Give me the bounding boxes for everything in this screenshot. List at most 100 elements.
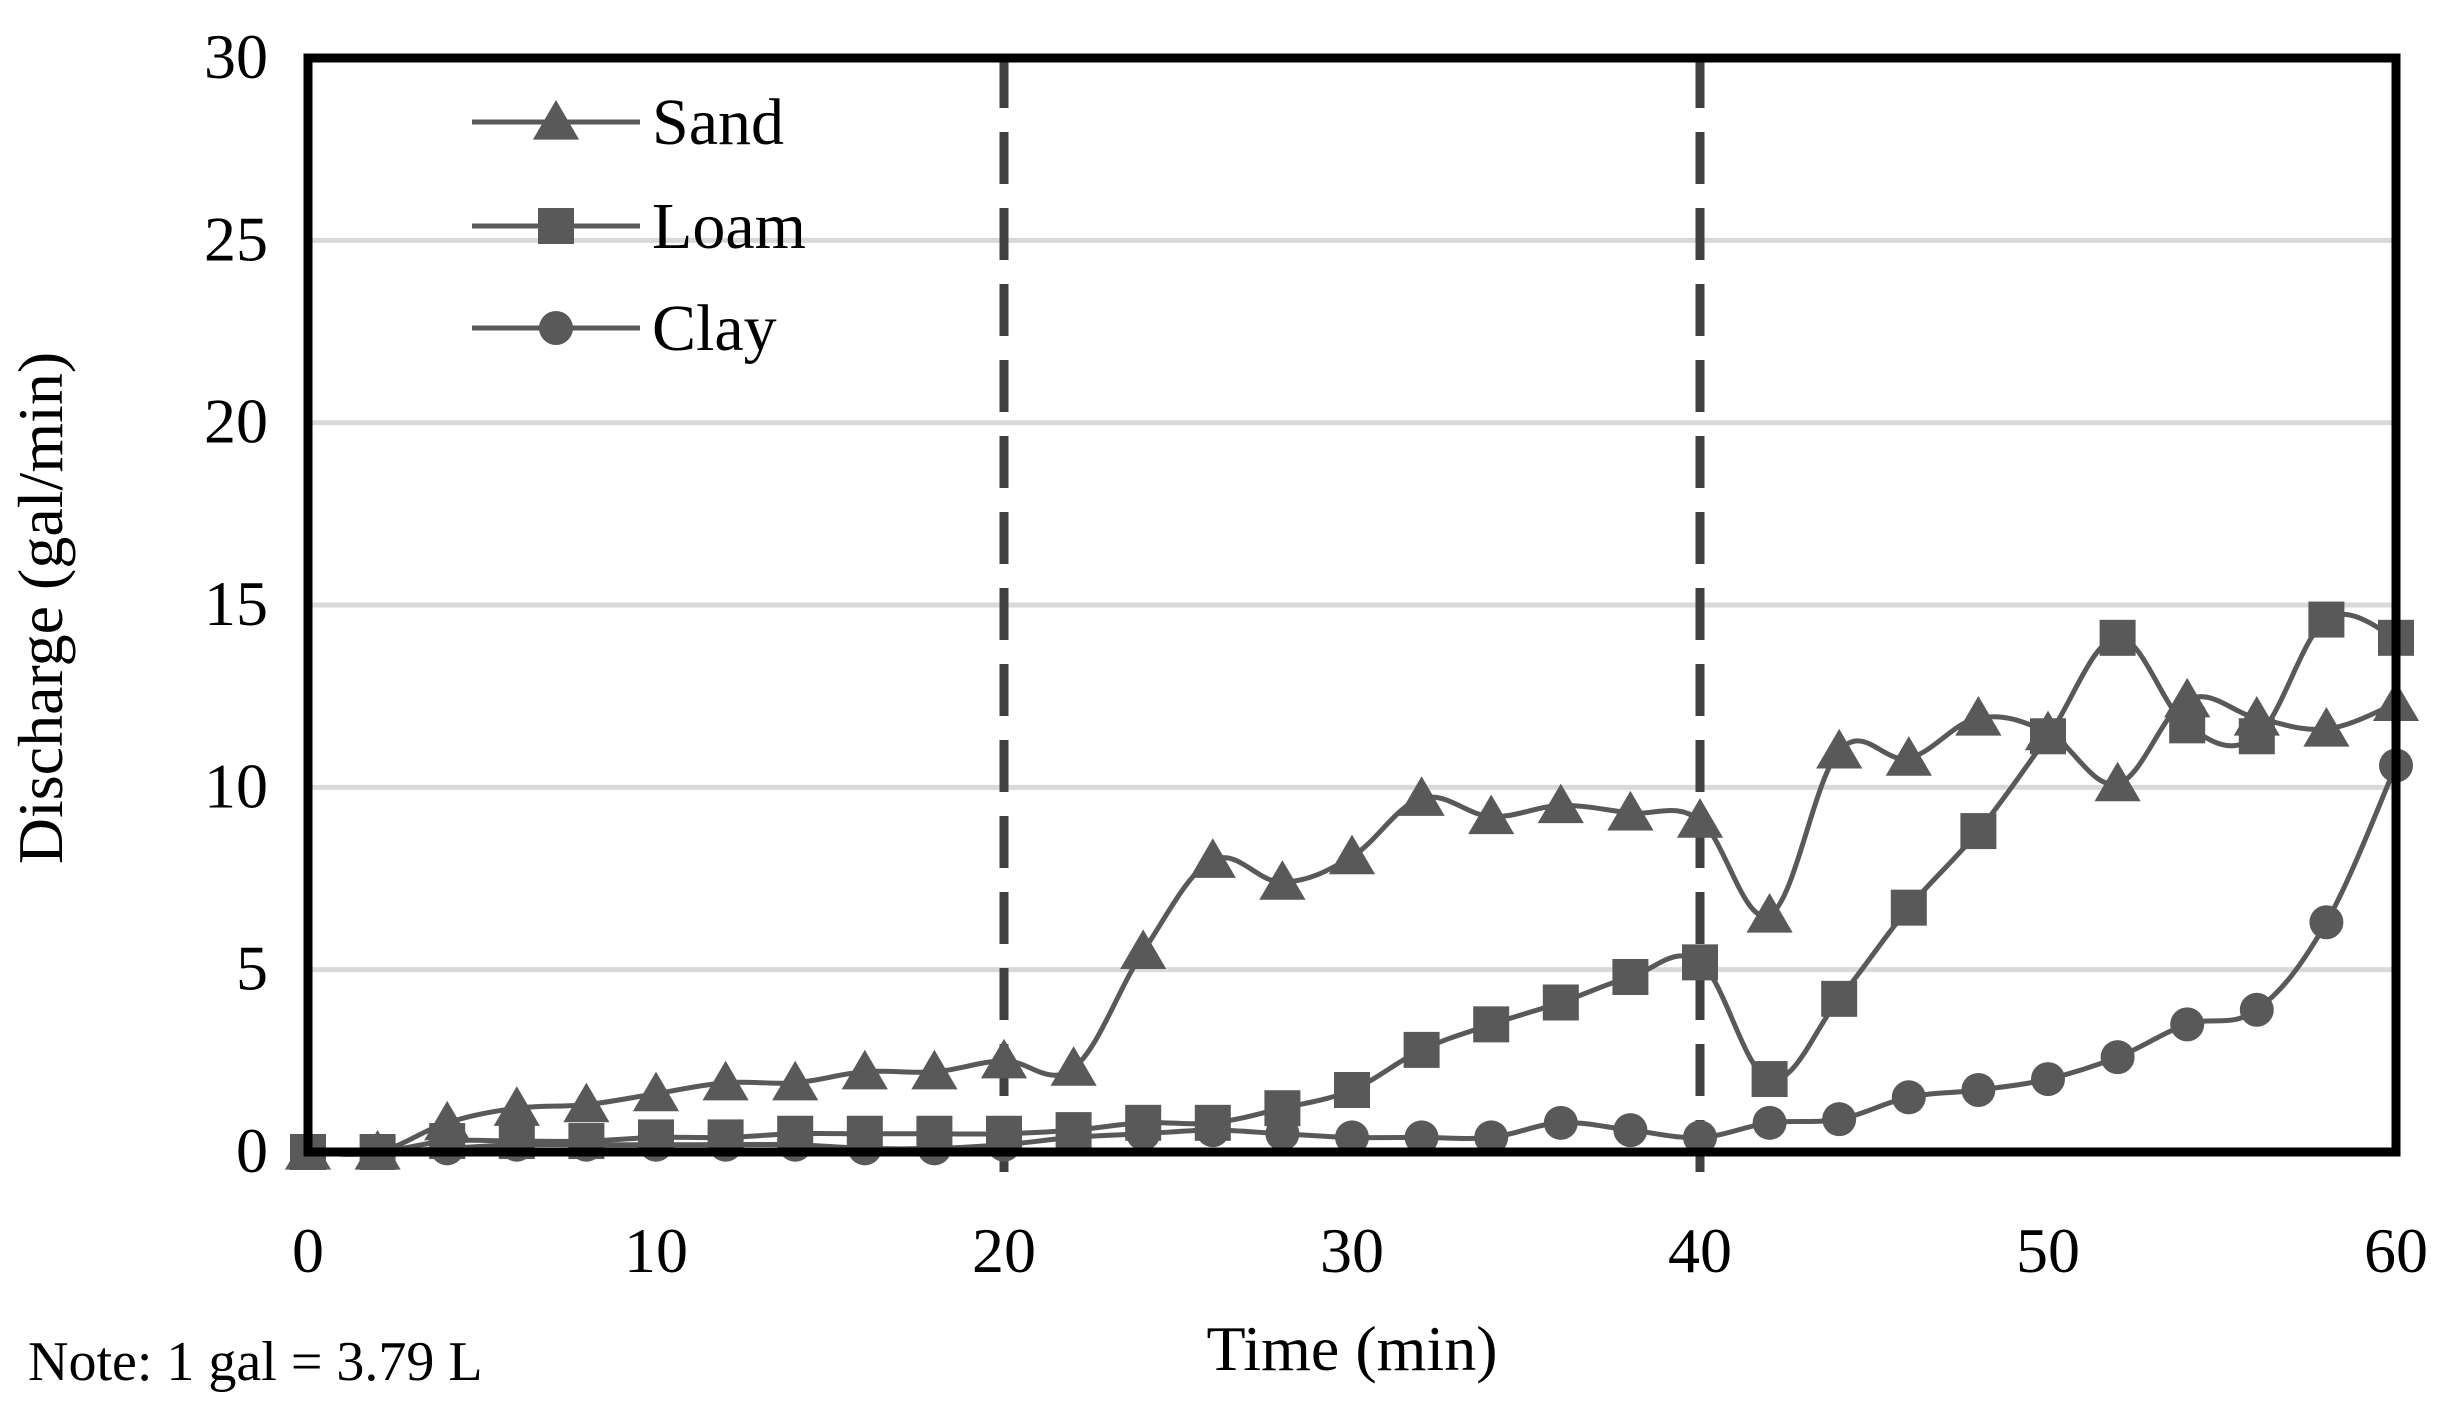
sand-point: [1746, 892, 1793, 933]
clay-point: [2100, 1040, 2135, 1075]
sand-point: [1816, 728, 1863, 769]
legend-marker: [539, 311, 573, 345]
sand-point: [493, 1086, 540, 1126]
clay-point: [1683, 1120, 1717, 1155]
sand-point: [1050, 1046, 1097, 1086]
clay-point: [1335, 1120, 1369, 1155]
clay-point: [987, 1127, 1021, 1162]
clay-point: [2309, 905, 2344, 940]
plot-area-frame: [303, 53, 2401, 1157]
loam-point: [1890, 889, 1927, 926]
legend-label: Sand: [652, 86, 784, 159]
clay-point: [1961, 1073, 1996, 1108]
sand-point: [563, 1082, 610, 1123]
unit-conversion-note: Note: 1 gal = 3.79 L: [28, 1331, 483, 1393]
sand-point: [1537, 783, 1584, 824]
sand-point: [841, 1049, 888, 1090]
clay-point: [1474, 1120, 1509, 1155]
legend-label: Loam: [652, 190, 806, 263]
clay-point: [2170, 1007, 2205, 1042]
gridlines: [308, 237, 2396, 973]
sand-point: [1607, 790, 1654, 831]
loam-point: [2169, 707, 2206, 744]
y-tick-label: 25: [204, 203, 268, 274]
sand-point: [1259, 860, 1306, 900]
vertical-reference-lines: [999, 56, 1705, 1190]
sand-point: [632, 1071, 680, 1112]
x-axis-tick-labels: 0 10 20 30 40 50 60: [292, 1215, 2428, 1286]
x-tick-label: 50: [2016, 1215, 2080, 1286]
loam-point: [2030, 718, 2066, 755]
x-tick-label: 30: [1320, 1215, 1384, 1286]
y-tick-label: 5: [236, 933, 268, 1004]
loam-point: [1403, 1031, 1440, 1068]
clay-point: [1613, 1113, 1648, 1148]
clay-point: [499, 1127, 534, 1162]
x-tick-label: 10: [624, 1215, 688, 1286]
clay-point: [639, 1127, 673, 1162]
data-series: [284, 601, 2420, 1170]
clay-point: [2239, 992, 2274, 1027]
clay-point: [1126, 1116, 1161, 1151]
loam-point: [1821, 980, 1858, 1017]
y-tick-label: 15: [204, 568, 268, 639]
legend-marker: [538, 208, 574, 244]
clay-point: [1265, 1116, 1300, 1151]
sand-point: [1955, 696, 2002, 736]
loam-point: [1334, 1072, 1370, 1109]
loam-point: [1960, 813, 1997, 850]
clay-point: [1891, 1080, 1926, 1115]
x-tick-label: 20: [972, 1215, 1036, 1286]
legend-marker: [532, 100, 580, 140]
y-tick-label: 20: [204, 386, 268, 457]
series-loam: [290, 601, 2414, 1170]
clay-point: [1195, 1113, 1230, 1148]
sand-point: [980, 1038, 1028, 1079]
clay-point: [2031, 1062, 2065, 1097]
clay-point: [1752, 1105, 1787, 1140]
sand-point: [702, 1060, 749, 1101]
sand-point: [1676, 798, 1724, 838]
y-tick-label: 30: [204, 21, 268, 92]
clay-point: [569, 1127, 604, 1162]
x-tick-label: 60: [2364, 1215, 2428, 1286]
clay-point: [1822, 1102, 1857, 1137]
y-axis-tick-labels: 0 5 10 15 20 25 30: [204, 21, 268, 1186]
sand-point: [1120, 929, 1167, 970]
loam-point: [1682, 944, 1718, 981]
loam-point: [2238, 718, 2275, 755]
sand-point: [1398, 776, 1445, 816]
sand-point: [1189, 838, 1236, 878]
sand-point: [1468, 794, 1515, 835]
legend-item-loam: Loam: [472, 190, 806, 263]
loam-point: [2308, 601, 2345, 638]
x-tick-label: 0: [292, 1215, 324, 1286]
y-axis-label: Discharge (gal/min): [5, 352, 76, 864]
x-tick-label: 40: [1668, 1215, 1732, 1286]
loam-point: [2099, 619, 2136, 656]
loam-point: [1473, 1006, 1510, 1043]
sand-point: [2094, 761, 2141, 802]
sand-point: [772, 1060, 819, 1101]
legend-item-clay: Clay: [472, 292, 777, 365]
y-tick-label: 10: [204, 750, 268, 821]
sand-point: [2303, 706, 2350, 747]
clay-point: [1404, 1120, 1439, 1155]
sand-point: [1328, 834, 1376, 875]
x-axis-label: Time (min): [1207, 1313, 1498, 1384]
series-clay: [291, 748, 2413, 1169]
loam-point: [1612, 958, 1649, 995]
legend: Sand Loam Clay: [472, 86, 806, 365]
sand-point: [911, 1049, 958, 1090]
loam-point: [1751, 1061, 1788, 1098]
clay-point: [1056, 1120, 1091, 1155]
legend-label: Clay: [652, 292, 777, 365]
loam-point: [1542, 984, 1579, 1021]
series-sand: [284, 677, 2420, 1170]
y-tick-label: 0: [236, 1115, 268, 1186]
clay-point: [1543, 1105, 1578, 1140]
sand-point: [1885, 736, 1932, 776]
legend-item-sand: Sand: [472, 86, 784, 159]
